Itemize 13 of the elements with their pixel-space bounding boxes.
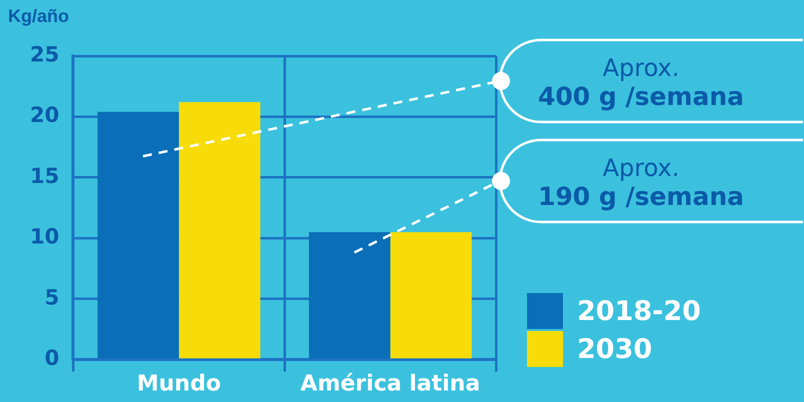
- text: Aprox. 190 g /semana: [536, 154, 746, 211]
- x-tick-label: América latina: [300, 372, 480, 397]
- y-tick-label: 15: [30, 164, 60, 188]
- legend-label: 2030: [577, 334, 652, 364]
- legend-label: 2018-20: [577, 296, 701, 326]
- y-tick-label: 5: [44, 285, 60, 310]
- text: Aprox. 400 g /semana: [536, 54, 746, 111]
- x-tick-label: Mundo: [136, 372, 221, 397]
- y-axis-title: Kg/año: [8, 6, 69, 27]
- y-tick-label: 0: [44, 346, 60, 370]
- y-tick-label: 10: [30, 224, 60, 249]
- y-tick-label: 25: [30, 42, 60, 66]
- y-tick-label: 20: [30, 103, 60, 128]
